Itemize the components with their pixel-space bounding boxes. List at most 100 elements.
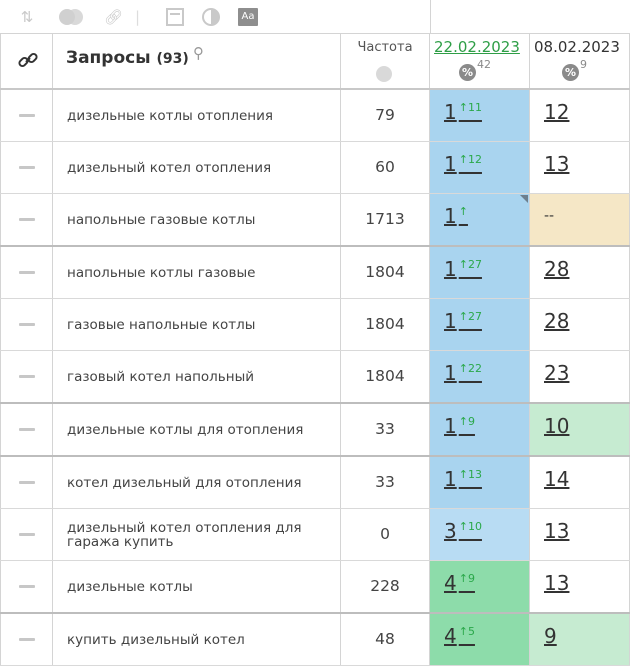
position-value[interactable]: 1 ↑27 (444, 257, 482, 281)
position-cell-date-1[interactable]: 1 ↑27 (430, 247, 530, 298)
row-action-cell[interactable] (0, 457, 53, 508)
link-icon[interactable] (18, 50, 38, 74)
position-value[interactable]: 14 (544, 467, 570, 491)
minus-icon[interactable] (19, 166, 35, 169)
position-cell-date-1[interactable]: 3 ↑10 (430, 509, 530, 560)
position-cell-date-2[interactable]: 13 (530, 142, 630, 193)
header-queries[interactable]: Запросы (93) ⚲ (53, 34, 341, 88)
row-action-cell[interactable] (0, 614, 53, 665)
position-cell-date-1[interactable]: 4 ↑9 (430, 561, 530, 612)
position-value[interactable]: 1 ↑13 (444, 467, 482, 491)
position-cell-date-2[interactable]: 14 (530, 457, 630, 508)
frequency-cell: 1804 (341, 351, 430, 402)
minus-icon[interactable] (19, 323, 35, 326)
date-1-link[interactable]: 22.02.2023 (434, 38, 520, 56)
minus-icon[interactable] (19, 218, 35, 221)
position-value[interactable]: 13 (544, 571, 570, 595)
position-cell-date-1[interactable]: 1 ↑ (430, 194, 530, 245)
row-action-cell[interactable] (0, 90, 53, 141)
position-value[interactable]: 12 (544, 100, 570, 124)
position-value[interactable]: 28 (544, 257, 570, 281)
position-cell-date-1[interactable]: 1 ↑13 (430, 457, 530, 508)
position-cell-date-1[interactable]: 1 ↑11 (430, 90, 530, 141)
position-value[interactable]: 1 ↑12 (444, 152, 482, 176)
frequency-value: 33 (375, 420, 395, 438)
row-action-cell[interactable] (0, 299, 53, 350)
frequency-cell: 1804 (341, 299, 430, 350)
frequency-value: 1713 (365, 210, 405, 228)
position-value[interactable]: 1 ↑27 (444, 309, 482, 333)
position-cell-date-2[interactable]: 28 (530, 299, 630, 350)
queries-count: (93) (156, 51, 189, 67)
position-value[interactable]: 28 (544, 309, 570, 333)
position-value[interactable]: 9 (544, 624, 557, 648)
row-action-cell[interactable] (0, 351, 53, 402)
position-value[interactable]: 4 ↑9 (444, 571, 475, 595)
position-value[interactable]: 4 ↑5 (444, 624, 475, 648)
minus-icon[interactable] (19, 533, 35, 536)
position-change: ↑5 (458, 625, 475, 639)
position-value[interactable]: 1 ↑22 (444, 361, 482, 385)
position-cell-date-1[interactable]: 4 ↑5 (430, 614, 530, 665)
position-cell-date-1[interactable]: 1 ↑27 (430, 299, 530, 350)
position-cell-date-1[interactable]: 1 ↑22 (430, 351, 530, 402)
position-cell-date-2[interactable]: 12 (530, 90, 630, 141)
position-value[interactable]: 1 ↑9 (444, 414, 475, 438)
row-action-cell[interactable] (0, 561, 53, 612)
position-value[interactable]: 23 (544, 361, 570, 385)
toggle-icon[interactable] (58, 8, 84, 26)
link-icon[interactable]: 🔗︎ (104, 8, 124, 26)
position-cell-date-2[interactable]: 28 (530, 247, 630, 298)
query-text: дизельные котлы отопления (67, 107, 273, 124)
minus-icon[interactable] (19, 638, 35, 641)
frequency-value: 1804 (365, 315, 405, 333)
row-action-cell[interactable] (0, 509, 53, 560)
header-date-1[interactable]: 22.02.2023 % 42 (430, 34, 530, 88)
header-frequency[interactable]: Частота (341, 34, 430, 88)
position-cell-date-2[interactable]: -- (530, 194, 630, 245)
minus-icon[interactable] (19, 375, 35, 378)
position-change: ↑12 (458, 153, 482, 167)
toolbar-right-area (430, 0, 630, 33)
date-2-link[interactable]: 08.02.2023 (534, 38, 620, 56)
query-cell: газовые напольные котлы (53, 299, 341, 350)
position-cell-date-2[interactable]: 9 (530, 614, 630, 665)
minus-icon[interactable] (19, 585, 35, 588)
query-cell: дизельный котел отопления (53, 142, 341, 193)
frequency-value: 60 (375, 158, 395, 176)
position-value[interactable]: 1 ↑ (444, 204, 468, 228)
position-cell-date-2[interactable]: 23 (530, 351, 630, 402)
position-cell-date-1[interactable]: 1 ↑9 (430, 404, 530, 455)
contrast-icon[interactable] (202, 8, 220, 26)
position-value[interactable]: 13 (544, 152, 570, 176)
header-link-cell[interactable] (0, 34, 53, 88)
date-2-percent: 9 (580, 58, 587, 71)
position-value[interactable]: 3 ↑10 (444, 519, 482, 543)
sort-icon[interactable]: ⇅ (20, 8, 34, 26)
position-change: ↑22 (458, 362, 482, 376)
position-cell-date-1[interactable]: 1 ↑12 (430, 142, 530, 193)
position-value[interactable]: 13 (544, 519, 570, 543)
position-value[interactable]: 10 (544, 414, 570, 438)
frequency-cell: 33 (341, 457, 430, 508)
minus-icon[interactable] (19, 481, 35, 484)
table-row: дизельные котлы отопления 79 1 ↑11 12 (0, 90, 630, 142)
row-action-cell[interactable] (0, 194, 53, 245)
search-icon[interactable]: ⚲ (193, 44, 204, 62)
minus-icon[interactable] (19, 428, 35, 431)
minus-icon[interactable] (19, 114, 35, 117)
position-value[interactable]: 1 ↑11 (444, 100, 482, 124)
minus-icon[interactable] (19, 271, 35, 274)
header-date-2[interactable]: 08.02.2023 % 9 (530, 34, 630, 88)
table-icon[interactable] (166, 8, 184, 26)
position-cell-date-2[interactable]: 13 (530, 561, 630, 612)
position-cell-date-2[interactable]: 13 (530, 509, 630, 560)
position-cell-date-2[interactable]: 10 (530, 404, 630, 455)
position-value[interactable]: -- (544, 208, 555, 224)
font-icon[interactable]: Aa (238, 8, 258, 26)
toolbar: ⇅ 🔗︎ | Aa (0, 0, 430, 33)
row-action-cell[interactable] (0, 142, 53, 193)
row-action-cell[interactable] (0, 247, 53, 298)
row-action-cell[interactable] (0, 404, 53, 455)
frequency-value: 0 (380, 525, 390, 543)
